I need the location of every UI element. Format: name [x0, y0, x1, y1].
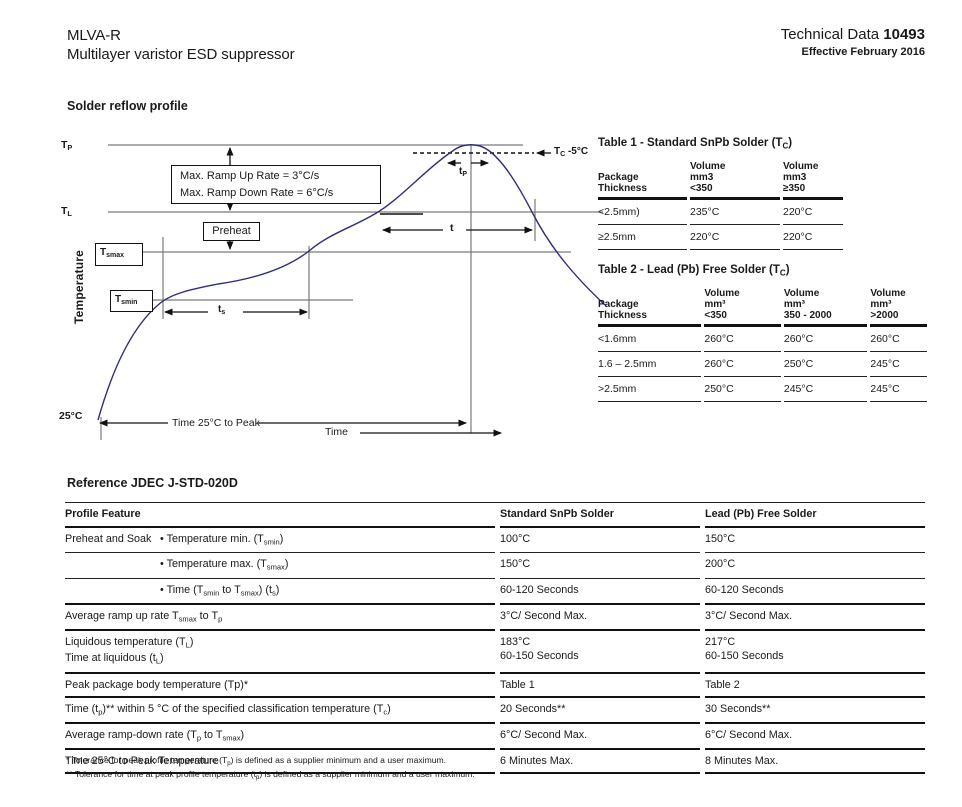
table-1-header-volume-lt350: Volume mm3 <350	[690, 161, 780, 201]
row-group-label: Preheat and Soak	[65, 533, 152, 545]
table-2-header-row: Package Thickness Volume mm³ <350 Volume…	[598, 288, 927, 328]
table-1-header-row: Package Thickness Volume mm3 <350 Volume…	[598, 161, 844, 201]
tp-span-label: tP	[459, 166, 468, 179]
table-row: >2.5mm 250°C 245°C 245°C	[598, 377, 927, 403]
section-title-solder-reflow: Solder reflow profile	[67, 99, 188, 113]
table-1-header-package-thickness: Package Thickness	[598, 161, 687, 201]
row-feature: • Time (Tsmin to Tsmax) (ts)	[160, 583, 280, 597]
header-right: Technical Data 10493 Effective February …	[781, 26, 925, 58]
jedec-header-standard-snpb: Standard SnPb Solder	[500, 503, 700, 528]
table-1-title: Table 1 - Standard SnPb Solder (TC)	[598, 137, 793, 151]
jedec-header-profile-feature: Profile Feature	[65, 503, 495, 528]
table-row: Time 25°C to Peak Temperature 6 Minutes …	[65, 750, 925, 775]
table-2-header-volume-350-2000: Volume mm³ 350 - 2000	[783, 288, 868, 328]
reflow-curve	[97, 144, 606, 421]
table-row: 1.6 – 2.5mm 260°C 250°C 245°C	[598, 352, 927, 378]
row-feature: Peak package body temperature (Tp)*	[65, 678, 249, 691]
table-2-title: Table 2 - Lead (Pb) Free Solder (TC)	[598, 264, 790, 278]
ts-span-label: ts	[218, 304, 226, 317]
table-row: ≥2.5mm 220°C 220°C	[598, 225, 844, 251]
table-row: • Time (Tsmin to Tsmax) (ts) 60-120 Seco…	[65, 579, 925, 605]
measurement-marks	[99, 147, 551, 437]
row-feature: Average ramp-down rate (Tp to Tsmax)	[65, 728, 245, 743]
tsmin-box: Tsmin	[110, 290, 153, 312]
ramp-up-rate-label: Max. Ramp Up Rate = 3°C/s	[180, 170, 320, 182]
section-title-reference: Reference JDEC J-STD-020D	[67, 476, 238, 490]
footnote-1: * Tolerance for peak profile temperature…	[66, 755, 447, 767]
table-row: Average ramp-down rate (Tp to Tsmax) 6°C…	[65, 724, 925, 751]
chart-canvas	[97, 144, 606, 440]
row-feature-line2: Time at liquidous (tL)	[65, 651, 164, 666]
jedec-header-pb-free: Lead (Pb) Free Solder	[705, 503, 925, 528]
row-feature: • Temperature min. (Tsmin)	[160, 533, 284, 547]
preheat-box: Preheat	[203, 222, 260, 241]
table-1-standard-snpb: Table 1 - Standard SnPb Solder (TC) Pack…	[598, 137, 844, 251]
table-2-pb-free: Table 2 - Lead (Pb) Free Solder (TC) Pac…	[598, 264, 927, 403]
ramp-down-rate-label: Max. Ramp Down Rate = 6°C/s	[180, 187, 334, 199]
tc-minus5-label: TC -5°C	[554, 146, 589, 159]
table-row: Peak package body temperature (Tp)* Tabl…	[65, 674, 925, 698]
t-span-label: t	[450, 222, 454, 234]
table-row: Time (tp)** within 5 °C of the specified…	[65, 698, 925, 724]
start-temp-label: 25°C	[59, 410, 83, 422]
table-row: • Temperature max. (Tsmax) 150°C 200°C	[65, 553, 925, 579]
doc-number: 10493	[883, 26, 925, 43]
header-left: MLVA-R Multilayer varistor ESD suppresso…	[67, 26, 295, 64]
y-axis-label: Temperature	[72, 250, 86, 325]
effective-date: Effective February 2016	[801, 46, 925, 58]
x-axis-label: Time	[325, 426, 348, 438]
table-2-header-volume-gt2000: Volume mm³ >2000	[870, 288, 927, 328]
doc-title: Technical Data 10493	[780, 26, 925, 43]
time-to-peak-label: Time 25°C to Peak	[172, 417, 260, 429]
footnote-2: ** Tolerance for time at peak profile te…	[66, 769, 475, 781]
row-feature: • Temperature max. (Tsmax)	[160, 558, 289, 572]
ramp-rate-box: Max. Ramp Up Rate = 3°C/s Max. Ramp Down…	[171, 165, 381, 204]
row-feature: Average ramp up rate Tsmax to Tp	[65, 609, 223, 624]
table-row: Liquidous temperature (TL) Time at liqui…	[65, 631, 925, 674]
table-1-header-volume-ge350: Volume mm3 ≥350	[783, 161, 843, 201]
table-row: <1.6mm 260°C 260°C 260°C	[598, 327, 927, 353]
product-subtitle: Multilayer varistor ESD suppressor	[67, 46, 295, 63]
product-name: MLVA-R	[67, 27, 121, 44]
tp-level-label: TP	[61, 139, 73, 153]
row-feature: Time (tp)** within 5 °C of the specified…	[65, 702, 391, 716]
reflow-profile-chart: TP TL Temperature Max. Ramp Up Rate = 3°…	[58, 133, 618, 448]
table-row: Average ramp up rate Tsmax to Tp 3°C/ Se…	[65, 605, 925, 632]
tl-level-label: TL	[61, 205, 72, 219]
row-feature: Liquidous temperature (TL)	[65, 636, 194, 650]
row-feature: Time 25°C to Peak Temperature	[65, 755, 219, 768]
table-row: <2.5mm) 235°C 220°C	[598, 200, 844, 226]
table-2-header-volume-lt350: Volume mm³ <350	[704, 288, 781, 328]
tsmax-box: Tsmax	[95, 243, 143, 266]
table-row: Preheat and Soak • Temperature min. (Tsm…	[65, 528, 925, 554]
jedec-profile-table: Profile Feature Standard SnPb Solder Lea…	[65, 502, 925, 775]
table-2-header-package-thickness: Package Thickness	[598, 288, 702, 328]
reference-lines	[100, 144, 603, 440]
jedec-header-row: Profile Feature Standard SnPb Solder Lea…	[65, 503, 925, 528]
